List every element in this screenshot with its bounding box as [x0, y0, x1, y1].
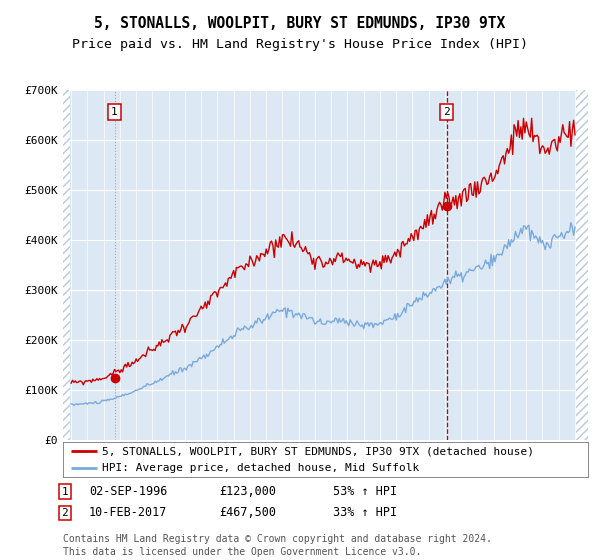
Text: 2: 2 [443, 108, 450, 118]
Text: 33% ↑ HPI: 33% ↑ HPI [333, 506, 397, 520]
Text: 2: 2 [61, 508, 68, 518]
Text: Price paid vs. HM Land Registry's House Price Index (HPI): Price paid vs. HM Land Registry's House … [72, 38, 528, 50]
Text: HPI: Average price, detached house, Mid Suffolk: HPI: Average price, detached house, Mid … [103, 463, 419, 473]
Bar [63, 90, 70, 440]
Text: 10-FEB-2017: 10-FEB-2017 [89, 506, 167, 520]
Text: 5, STONALLS, WOOLPIT, BURY ST EDMUNDS, IP30 9TX (detached house): 5, STONALLS, WOOLPIT, BURY ST EDMUNDS, I… [103, 446, 535, 456]
Bar [576, 90, 588, 440]
Text: 02-SEP-1996: 02-SEP-1996 [89, 485, 167, 498]
Text: 5, STONALLS, WOOLPIT, BURY ST EDMUNDS, IP30 9TX: 5, STONALLS, WOOLPIT, BURY ST EDMUNDS, I… [94, 16, 506, 31]
Text: £467,500: £467,500 [219, 506, 276, 520]
Text: 53% ↑ HPI: 53% ↑ HPI [333, 485, 397, 498]
Bar [63, 90, 70, 440]
Text: Contains HM Land Registry data © Crown copyright and database right 2024.
This d: Contains HM Land Registry data © Crown c… [63, 534, 492, 557]
Text: £123,000: £123,000 [219, 485, 276, 498]
Bar [576, 90, 588, 440]
Text: 1: 1 [61, 487, 68, 497]
Text: 1: 1 [111, 108, 118, 118]
